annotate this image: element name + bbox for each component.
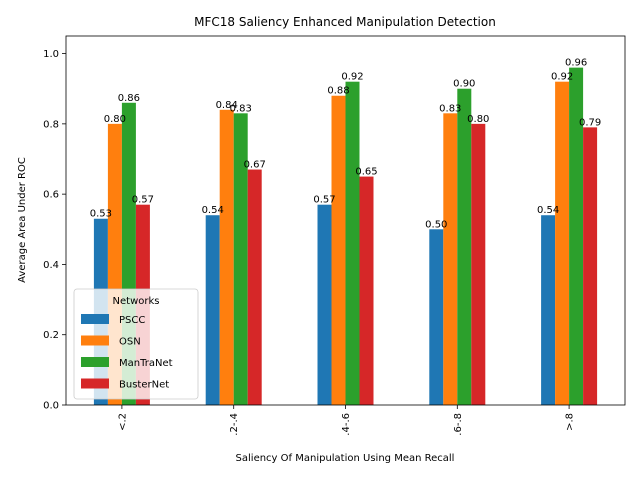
bar-pscc-4	[541, 215, 556, 405]
data-label-mantranet-2: 0.92	[341, 72, 363, 83]
bar-osn-2	[331, 95, 346, 405]
data-label-osn-4: 0.92	[551, 72, 573, 83]
data-label-osn-3: 0.83	[439, 103, 461, 114]
bar-pscc-2	[317, 204, 332, 405]
bar-osn-4	[555, 81, 570, 405]
legend-label-osn: OSN	[119, 337, 141, 348]
data-label-pscc-3: 0.50	[425, 219, 447, 230]
bar-mantranet-1	[233, 113, 248, 406]
legend-swatch-mantranet	[81, 357, 109, 367]
x-tick-label: <.2	[117, 413, 128, 431]
legend-swatch-osn	[81, 335, 109, 346]
y-tick-label: 1.0	[43, 49, 59, 60]
legend-label-pscc: PSCC	[119, 315, 145, 326]
y-axis-title: Average Area Under ROC	[17, 157, 28, 283]
data-label-busternet-0: 0.57	[132, 195, 154, 206]
x-tick-label: .4-.6	[341, 413, 352, 436]
data-label-mantranet-0: 0.86	[118, 93, 140, 104]
bar-osn-1	[219, 109, 234, 406]
x-tick-label: .6-.8	[453, 413, 464, 436]
legend: Networks PSCC OSN ManTraNet BusterNet	[73, 288, 199, 400]
bar-pscc-3	[429, 229, 444, 405]
bar-busternet-3	[471, 123, 486, 405]
bar-mantranet-3	[457, 88, 472, 405]
y-tick-label: 0.8	[43, 119, 59, 130]
data-label-busternet-3: 0.80	[467, 114, 489, 125]
data-label-osn-1: 0.84	[216, 100, 238, 111]
axes-group: 0.0 0.2 0.4 0.6 0.8 1.0 <.2 .2-.4 .4-.6 .6-.8 >.8	[43, 35, 626, 436]
y-tick-label: 0.2	[43, 330, 59, 341]
data-labels-group: 0.53 0.54 0.57 0.50 0.54 0.80 0.84 0.88 0.83 0.92…	[90, 58, 601, 231]
legend-swatch-busternet	[81, 378, 109, 389]
data-label-mantranet-3: 0.90	[453, 79, 475, 90]
bar-pscc-1	[205, 215, 220, 405]
x-axis-title: Saliency Of Manipulation Using Mean Reca…	[236, 453, 455, 464]
bar-busternet-1	[247, 169, 262, 405]
bar-busternet-4	[583, 127, 598, 405]
data-label-osn-2: 0.88	[327, 86, 349, 97]
bar-osn-3	[443, 113, 458, 406]
bar-mantranet-2	[345, 81, 360, 405]
data-label-busternet-1: 0.67	[244, 160, 266, 171]
data-label-pscc-4: 0.54	[537, 205, 559, 216]
legend-swatch-pscc	[81, 314, 109, 324]
bars-group	[93, 67, 598, 406]
data-label-pscc-0: 0.53	[90, 209, 112, 220]
bar-busternet-2	[359, 176, 374, 405]
x-tick-label: >.8	[565, 413, 576, 431]
legend-label-busternet: BusterNet	[119, 380, 169, 391]
legend-title: Networks	[113, 296, 160, 307]
data-label-mantranet-1: 0.83	[230, 103, 252, 114]
data-label-busternet-4: 0.79	[579, 117, 601, 128]
data-label-busternet-2: 0.65	[355, 167, 377, 178]
chart-title: MFC18 Saliency Enhanced Manipulation Det…	[194, 15, 496, 29]
legend-label-mantranet: ManTraNet	[119, 358, 173, 369]
bar-mantranet-4	[569, 67, 584, 405]
y-tick-label: 0.0	[43, 401, 59, 412]
data-label-osn-0: 0.80	[104, 114, 126, 125]
data-label-pscc-1: 0.54	[202, 205, 224, 216]
y-tick-label: 0.4	[43, 260, 59, 271]
data-label-pscc-2: 0.57	[313, 195, 335, 206]
data-label-mantranet-4: 0.96	[565, 58, 587, 69]
x-tick-label: .2-.4	[229, 413, 240, 436]
y-tick-label: 0.6	[43, 190, 59, 201]
